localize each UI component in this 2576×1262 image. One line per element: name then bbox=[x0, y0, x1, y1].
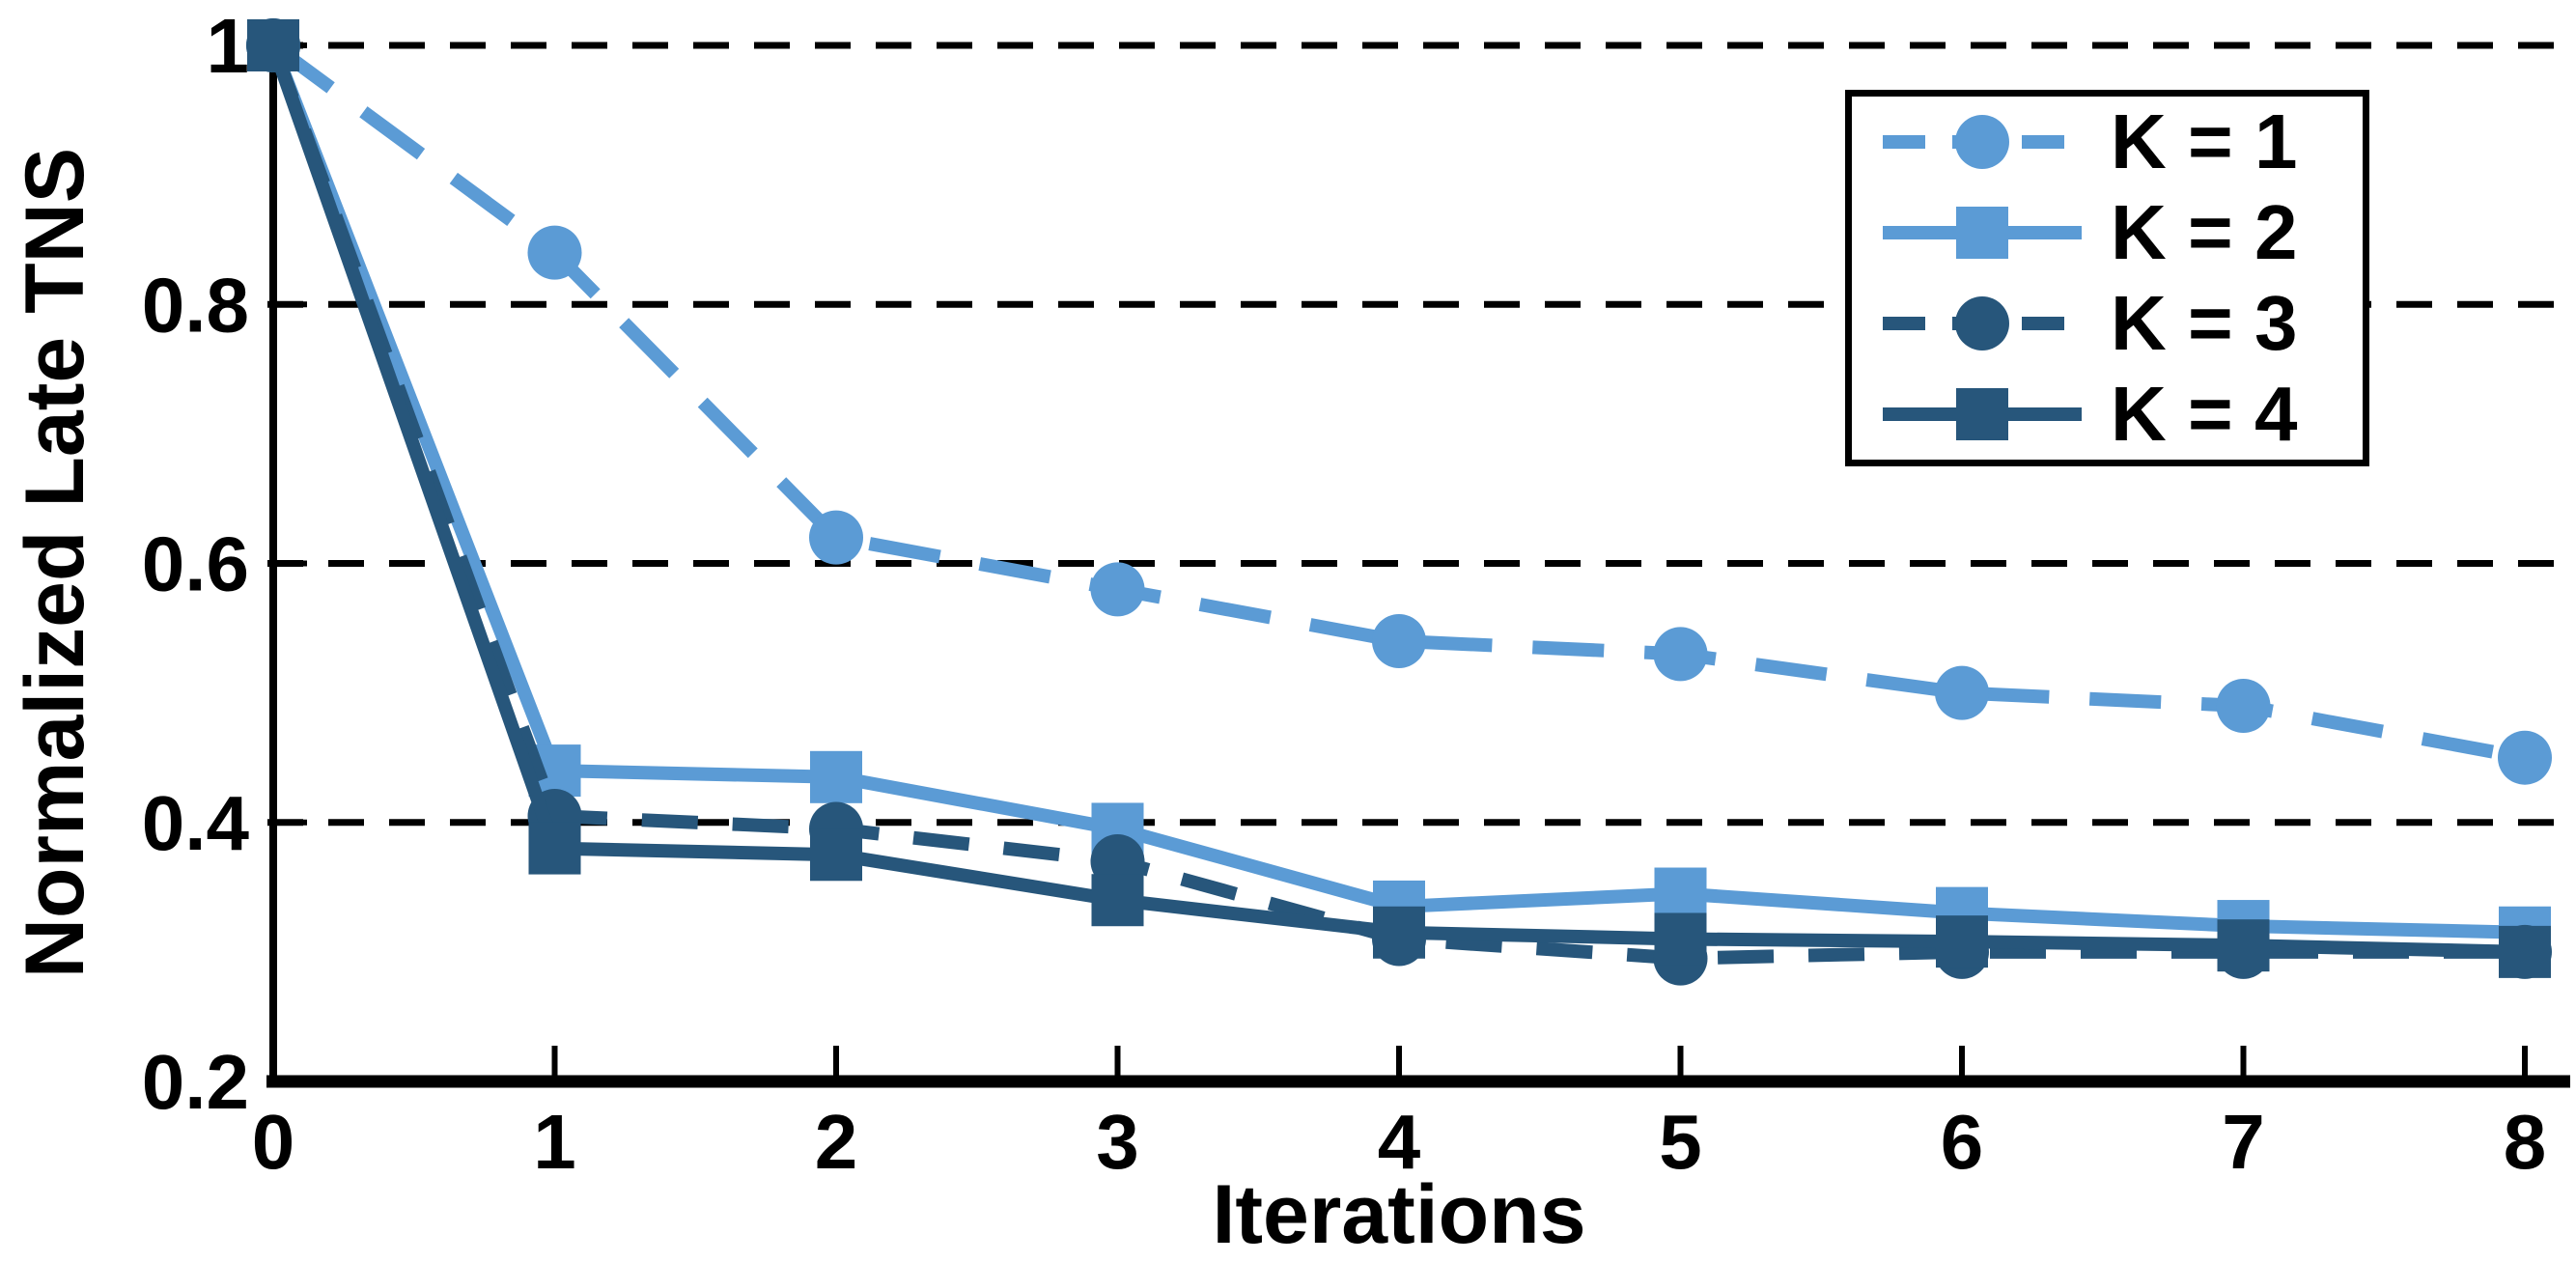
legend-sample-k1 bbox=[1883, 115, 2082, 169]
series-k4-marker-8 bbox=[2499, 925, 2551, 978]
legend-label-k1: K = 1 bbox=[2111, 98, 2298, 184]
series-k4-marker-1 bbox=[528, 822, 581, 875]
x-tick-label-3: 3 bbox=[1096, 1099, 1139, 1185]
series-k4-marker-0 bbox=[247, 19, 299, 71]
legend-sample-k4 bbox=[1883, 388, 2082, 440]
series-k1-marker-5 bbox=[1653, 627, 1708, 682]
legend-item-k4: K = 4 bbox=[1879, 376, 2353, 453]
x-tick-label-5: 5 bbox=[1659, 1099, 1702, 1185]
series-k1-marker-1 bbox=[527, 225, 582, 280]
x-tick-label-6: 6 bbox=[1941, 1099, 1984, 1185]
legend-square-marker-4 bbox=[1956, 388, 2008, 440]
series-k2-marker-2 bbox=[810, 750, 862, 803]
legend-circle-marker-1 bbox=[1955, 115, 2009, 169]
x-tick-label-8: 8 bbox=[2504, 1099, 2547, 1185]
legend-label-k3: K = 3 bbox=[2111, 280, 2298, 366]
series-k1-marker-7 bbox=[2216, 679, 2271, 734]
series-k2-marker-5 bbox=[1654, 867, 1707, 920]
legend-square-marker-2 bbox=[1956, 207, 2008, 259]
legend-sample-k3 bbox=[1883, 296, 2082, 351]
series-k1-marker-2 bbox=[809, 510, 863, 565]
legend-label-k4: K = 4 bbox=[2111, 371, 2298, 457]
legend-box: K = 1 K = 2 K = 3 K = 4 bbox=[1845, 90, 2369, 466]
x-tick-label-4: 4 bbox=[1378, 1099, 1421, 1185]
legend-item-k1: K = 1 bbox=[1879, 103, 2353, 181]
y-tick-label-0.4: 0.4 bbox=[142, 780, 250, 866]
legend-item-k3: K = 3 bbox=[1879, 285, 2353, 362]
x-axis-title: Iterations bbox=[1212, 1168, 1586, 1261]
series-k1-marker-4 bbox=[1372, 613, 1426, 668]
legend-sample-k2 bbox=[1883, 207, 2082, 259]
y-tick-label-0.8: 0.8 bbox=[142, 262, 249, 348]
series-k1-marker-6 bbox=[1935, 665, 1989, 720]
series-k1-line bbox=[268, 40, 2527, 765]
series-k4-marker-3 bbox=[1091, 874, 1144, 927]
legend-label-k2: K = 2 bbox=[2111, 189, 2298, 275]
legend-circle-marker-3 bbox=[1955, 296, 2009, 351]
x-tick-label-0: 0 bbox=[252, 1099, 295, 1185]
series-k4-marker-7 bbox=[2217, 919, 2270, 972]
legend-item-k2: K = 2 bbox=[1879, 194, 2353, 271]
x-tick-label-1: 1 bbox=[533, 1099, 576, 1185]
x-tick-label-2: 2 bbox=[815, 1099, 858, 1185]
x-tick-label-7: 7 bbox=[2222, 1099, 2265, 1185]
series-k1-marker-8 bbox=[2498, 730, 2552, 785]
y-tick-label-0.2: 0.2 bbox=[142, 1039, 249, 1125]
series-k4-marker-5 bbox=[1654, 912, 1707, 966]
y-tick-label-1: 1 bbox=[207, 3, 250, 89]
series-k4-marker-2 bbox=[810, 828, 862, 882]
series-k4-marker-6 bbox=[1936, 915, 1988, 968]
series-k1-marker-3 bbox=[1090, 562, 1145, 617]
y-axis-title: Normalized Late TNS bbox=[9, 147, 101, 979]
series-k4-marker-4 bbox=[1373, 906, 1425, 959]
y-tick-label-0.6: 0.6 bbox=[142, 521, 249, 607]
